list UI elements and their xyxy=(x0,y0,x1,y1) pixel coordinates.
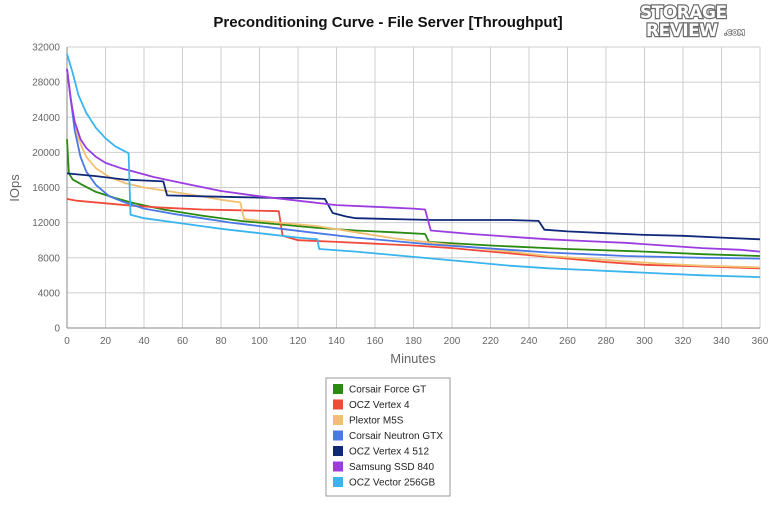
series-line-ocz-vertex-4-512 xyxy=(66,172,761,241)
series-line-corsair-force-gt xyxy=(66,139,761,257)
chart-title: Preconditioning Curve - File Server [Thr… xyxy=(213,14,562,31)
legend-entry: OCZ Vector 256GB xyxy=(349,478,435,489)
x-tick-label: 40 xyxy=(138,336,150,347)
legend-swatch xyxy=(333,477,343,487)
y-tick-label: 24000 xyxy=(32,113,60,124)
x-tick-label: 240 xyxy=(521,336,538,347)
x-tick-label: 20 xyxy=(100,336,112,347)
y-tick-label: 8000 xyxy=(38,253,61,264)
series-line-plextor-m5s xyxy=(66,68,761,269)
series-line-samsung-ssd-840 xyxy=(66,68,761,253)
x-tick-label: 0 xyxy=(64,336,70,347)
x-tick-label: 300 xyxy=(636,336,653,347)
legend-swatch xyxy=(333,415,343,425)
storagereview-logo: STORAGE REVIEW .COM xyxy=(639,2,746,42)
x-tick-label: 80 xyxy=(215,336,227,347)
y-tick-label: 28000 xyxy=(32,78,60,89)
x-axis-label: Minutes xyxy=(390,351,436,366)
legend-entry: OCZ Vertex 4 512 xyxy=(349,447,429,458)
series-line-ocz-vector-256gb xyxy=(66,53,761,278)
x-tick-label: 100 xyxy=(251,336,268,347)
x-tick-label: 320 xyxy=(675,336,692,347)
legend-entry: Plextor M5S xyxy=(349,416,404,427)
x-tick-label: 160 xyxy=(367,336,384,347)
gridlines xyxy=(66,46,761,329)
y-tick-label: 16000 xyxy=(32,183,60,194)
series-line-corsair-neutron-gtx xyxy=(66,68,761,260)
legend: Corsair Force GT OCZ Vertex 4 Plextor M5S C… xyxy=(325,377,451,497)
logo-line1: STORAGE xyxy=(640,3,727,23)
x-tick-label: 200 xyxy=(444,336,461,347)
y-tick-label: 12000 xyxy=(32,218,60,229)
series-lines xyxy=(66,53,761,278)
series-line-ocz-vertex-4 xyxy=(66,198,761,270)
legend-swatch xyxy=(333,384,343,394)
x-tick-label: 220 xyxy=(482,336,499,347)
x-tick-label: 340 xyxy=(713,336,730,347)
tick-labels: 0 4000 8000 12000 16000 20000 24000 28000 32000 0… xyxy=(32,43,769,348)
x-tick-label: 360 xyxy=(752,336,769,347)
y-tick-label: 4000 xyxy=(38,288,61,299)
legend-swatch xyxy=(333,430,343,441)
legend-swatch xyxy=(333,461,343,472)
x-tick-label: 180 xyxy=(405,336,422,347)
y-axis-label: IOps xyxy=(7,174,22,202)
legend-entry: Corsair Force GT xyxy=(349,385,426,396)
legend-box xyxy=(325,377,451,497)
legend-entry: Samsung SSD 840 xyxy=(349,462,434,473)
logo-line2: REVIEW xyxy=(646,21,718,41)
legend-swatch xyxy=(333,446,343,456)
x-tick-label: 60 xyxy=(177,336,189,347)
logo-suffix: .COM xyxy=(724,29,745,37)
legend-swatch xyxy=(333,399,343,410)
y-tick-label: 32000 xyxy=(32,43,60,54)
x-tick-label: 260 xyxy=(559,336,576,347)
legend-entry: OCZ Vertex 4 xyxy=(349,400,410,411)
legend-entry: Corsair Neutron GTX xyxy=(349,431,443,442)
y-tick-label: 0 xyxy=(54,324,60,335)
y-tick-label: 20000 xyxy=(32,148,60,159)
x-tick-label: 120 xyxy=(290,336,307,347)
x-tick-label: 280 xyxy=(598,336,615,347)
x-tick-label: 140 xyxy=(328,336,345,347)
